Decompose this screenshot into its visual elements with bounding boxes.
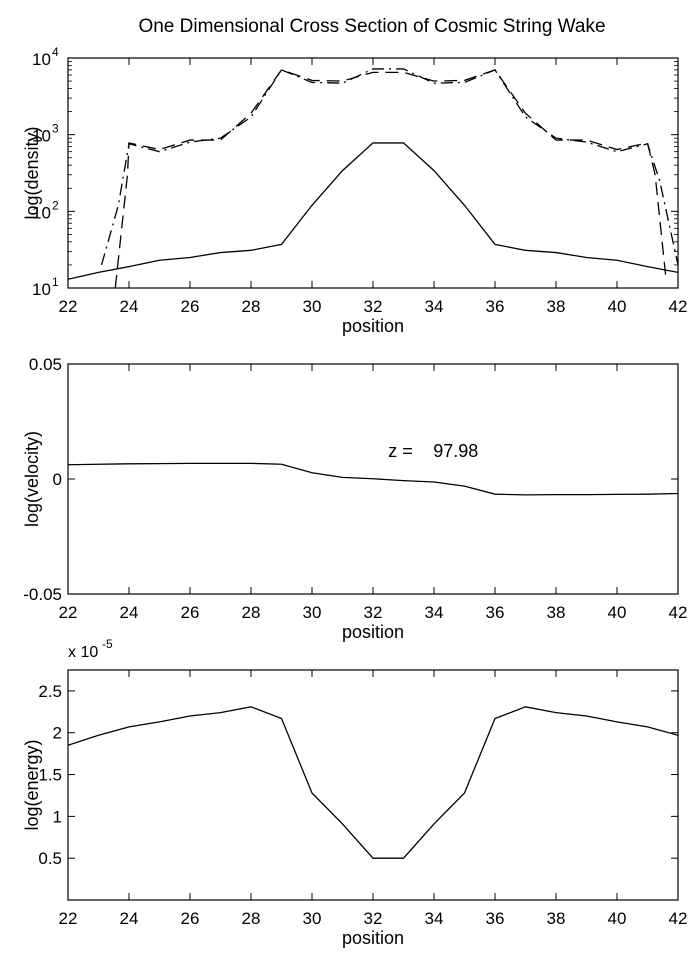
- energy-scale-multiplier: x 10: [68, 644, 98, 661]
- energy-xtick-label: 32: [364, 909, 383, 928]
- density-xtick-label: 24: [120, 297, 139, 316]
- density-ytick-exponent: 3: [52, 122, 59, 136]
- velocity-xtick-label: 28: [242, 603, 261, 622]
- velocity-series-solid-line: [68, 462, 678, 496]
- energy-xtick-label: 24: [120, 909, 139, 928]
- density-xtick-label: 26: [181, 297, 200, 316]
- density-y-axis-label: log(density): [22, 126, 42, 219]
- energy-ytick-label: 2.5: [38, 682, 62, 701]
- velocity-xtick-label: 32: [364, 603, 383, 622]
- density-ytick-label: 10: [32, 280, 51, 299]
- density-ytick-exponent: 2: [52, 198, 59, 212]
- energy-ytick-label: 1.5: [38, 766, 62, 785]
- density-xtick-label: 28: [242, 297, 261, 316]
- density-series-dashdot-line: [100, 68, 678, 266]
- density-xtick-label: 42: [669, 297, 688, 316]
- density-ytick-label: 10: [32, 127, 51, 146]
- density-ytick-label: 10: [32, 203, 51, 222]
- velocity-xtick-label: 36: [486, 603, 505, 622]
- energy-panel: 22 24 26 28 30 32 34 36 38 40 42 0.5 1 1.5 2 2.5 positio…: [22, 637, 687, 948]
- energy-xtick-label: 36: [486, 909, 505, 928]
- energy-ytick-label: 0.5: [38, 849, 62, 868]
- energy-scale-exponent: -5: [102, 637, 113, 651]
- velocity-xtick-label: 42: [669, 603, 688, 622]
- velocity-xtick-label: 30: [303, 603, 322, 622]
- density-plot-frame: [67, 57, 679, 289]
- energy-ytick-label: 1: [53, 807, 62, 826]
- z-annotation-value: 97.98: [433, 441, 478, 461]
- density-ytick-label: 10: [32, 50, 51, 69]
- energy-xtick-label: 34: [425, 909, 444, 928]
- energy-x-axis-label: position: [342, 928, 404, 948]
- velocity-xtick-label: 24: [120, 603, 139, 622]
- velocity-xtick-label: 38: [547, 603, 566, 622]
- density-xtick-label: 32: [364, 297, 383, 316]
- energy-plot-frame: [67, 669, 679, 901]
- velocity-ytick-label: 0.05: [29, 355, 62, 374]
- energy-xtick-label: 38: [547, 909, 566, 928]
- density-xtick-label: 22: [59, 297, 78, 316]
- density-xtick-label: 40: [608, 297, 627, 316]
- velocity-xtick-label: 26: [181, 603, 200, 622]
- velocity-ytick-label: 0: [53, 470, 62, 489]
- velocity-panel: 22 24 26 28 30 32 34 36 38 40 42 -0.05 0 0.05 position…: [22, 355, 687, 642]
- energy-xtick-label: 30: [303, 909, 322, 928]
- density-xtick-label: 36: [486, 297, 505, 316]
- density-xtick-label: 38: [547, 297, 566, 316]
- energy-xtick-label: 40: [608, 909, 627, 928]
- density-series-solid-line: [68, 142, 678, 280]
- density-ytick-exponent: 4: [52, 45, 59, 59]
- energy-xtick-label: 28: [242, 909, 261, 928]
- figure-title: One Dimensional Cross Section of Cosmic …: [138, 16, 605, 37]
- energy-xtick-label: 26: [181, 909, 200, 928]
- energy-xtick-label: 22: [59, 909, 78, 928]
- velocity-xtick-label: 22: [59, 603, 78, 622]
- energy-ytick-label: 2: [53, 724, 62, 743]
- density-series-dashed-line: [114, 69, 667, 288]
- velocity-xtick-label: 34: [425, 603, 444, 622]
- density-x-axis-label: position: [342, 316, 404, 336]
- velocity-x-axis-label: position: [342, 622, 404, 642]
- energy-series-solid-line: [68, 706, 678, 859]
- density-xtick-label: 30: [303, 297, 322, 316]
- energy-xtick-label: 42: [669, 909, 688, 928]
- energy-y-axis-label: log(energy): [22, 739, 42, 830]
- density-ytick-exponent: 1: [52, 275, 59, 289]
- density-xtick-label: 34: [425, 297, 444, 316]
- velocity-ytick-label: -0.05: [23, 585, 62, 604]
- velocity-y-axis-label: log(velocity): [22, 431, 42, 527]
- z-annotation-label: z =: [388, 441, 413, 461]
- velocity-xtick-label: 40: [608, 603, 627, 622]
